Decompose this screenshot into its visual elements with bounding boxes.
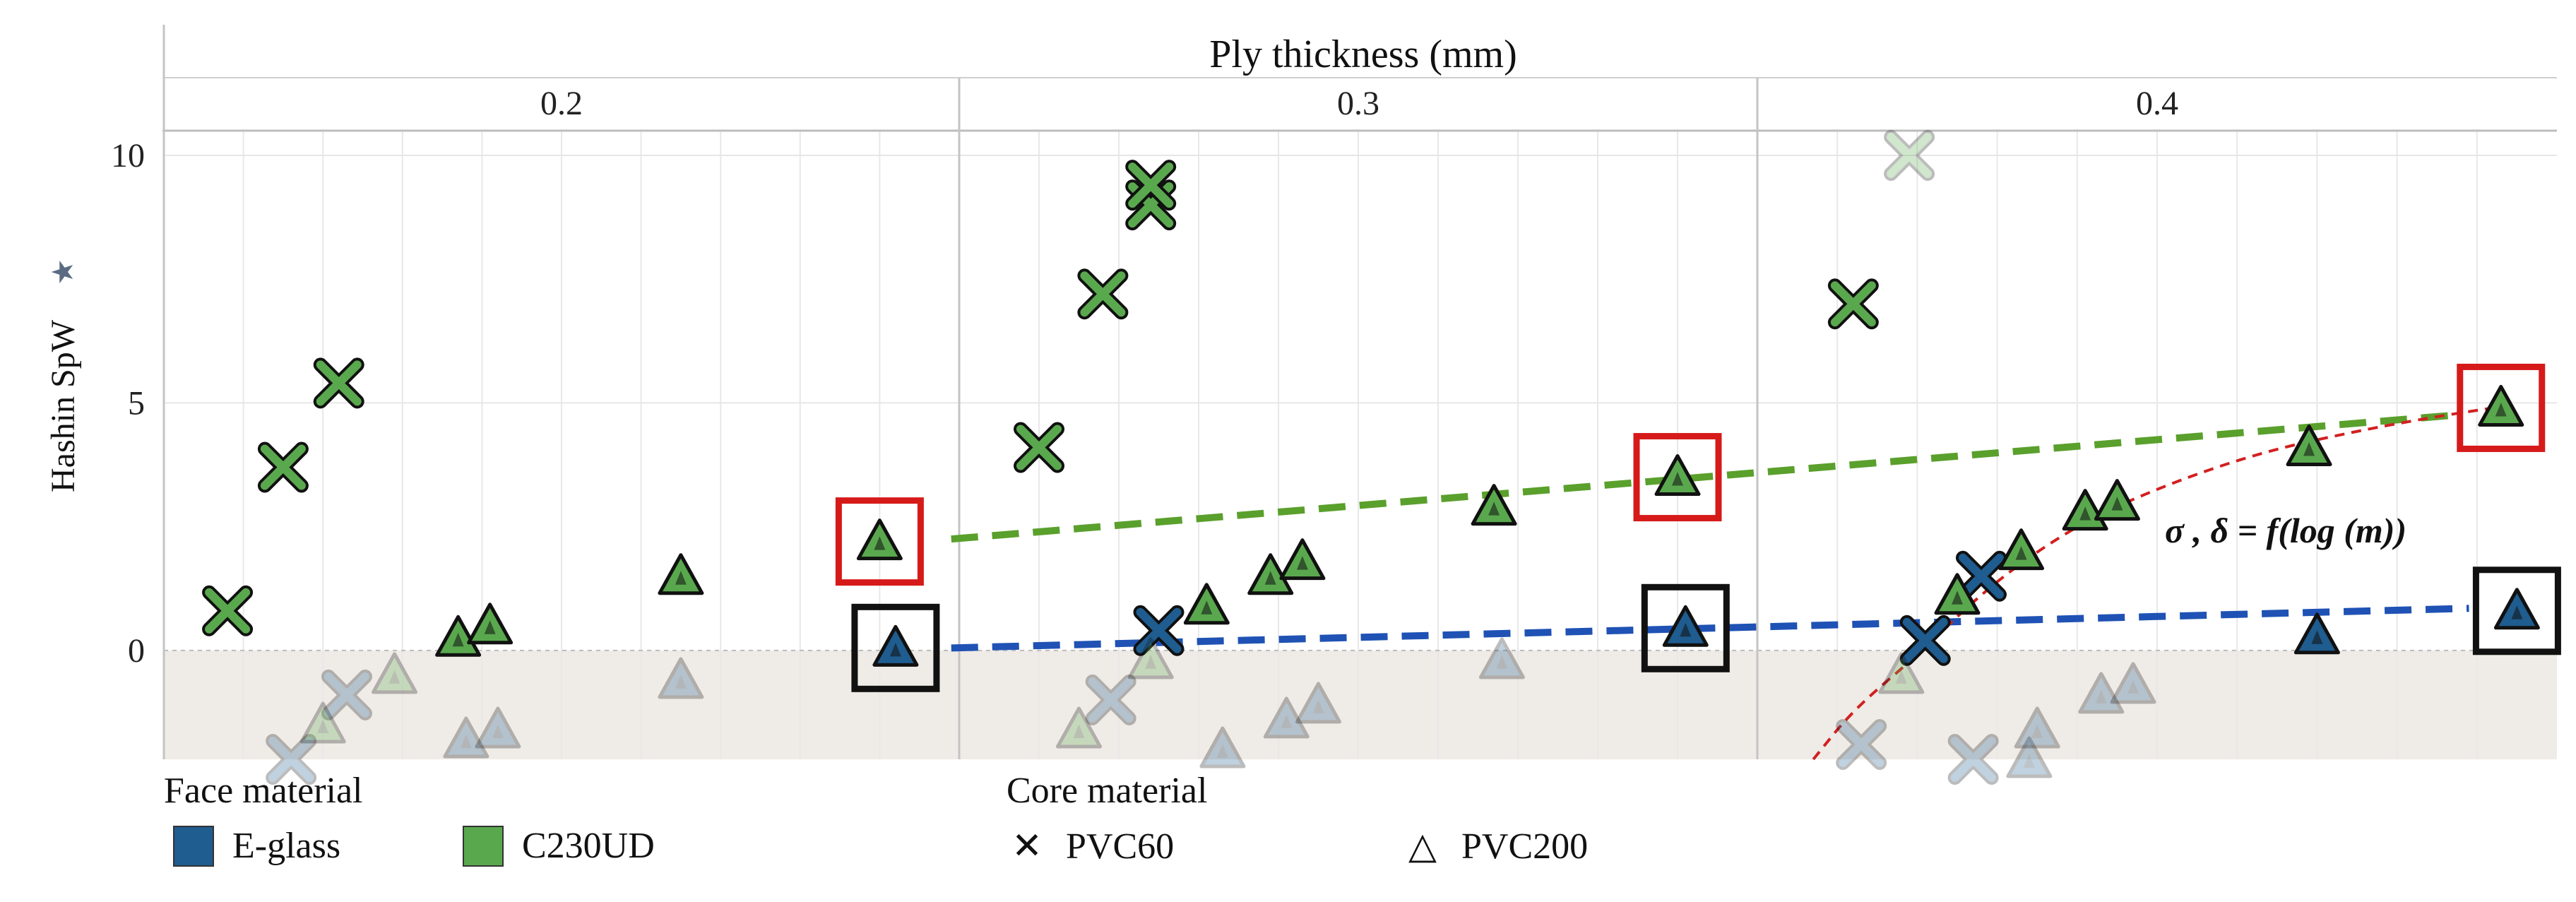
highlight-box-black — [1641, 583, 1730, 672]
triangle-marker — [1654, 454, 1701, 497]
triangle-marker — [2286, 425, 2332, 467]
x-marker — [1955, 550, 2007, 602]
legend-item-pvc200: △ PVC200 — [1402, 825, 1588, 867]
highlight-box-red — [2457, 363, 2546, 452]
triangle-marker — [299, 701, 346, 744]
data-points — [202, 130, 2540, 785]
y-axis-label-group: Hashin SpW ★ — [44, 259, 82, 492]
chart-title: Ply thickness (mm) — [1209, 32, 1517, 76]
x-marker-icon: ✕ — [1011, 825, 1043, 867]
triangle-marker — [443, 716, 489, 759]
panel-label: 0.3 — [1337, 85, 1379, 122]
triangle-marker — [1247, 553, 1294, 595]
legend-item-pvc60: ✕ PVC60 — [1007, 825, 1174, 867]
triangle-marker — [2094, 479, 2140, 521]
triangle-marker — [2014, 706, 2060, 749]
triangle-marker — [1998, 528, 2045, 571]
triangle-marker-icon: △ — [1408, 825, 1437, 867]
triangle-marker — [872, 624, 919, 667]
y-axis-ticks: 0 5 10 — [111, 137, 145, 670]
log-fit-curve — [1812, 406, 2493, 761]
x-marker — [313, 357, 364, 409]
x-marker — [1884, 130, 1935, 182]
panel-dividers — [162, 25, 2557, 759]
x-marker — [1014, 422, 1064, 473]
triangle-marker — [1056, 706, 1102, 749]
triangle-marker — [1183, 583, 1230, 625]
legend-label: PVC60 — [1066, 826, 1175, 867]
triangle-marker — [475, 706, 521, 749]
triangle-marker — [2493, 588, 2540, 630]
highlight-box-red — [835, 497, 924, 586]
triangle-marker — [1295, 682, 1341, 724]
triangle-marker — [1263, 696, 1310, 739]
triangle-marker — [1662, 605, 1709, 647]
triangle-marker — [856, 518, 903, 561]
x-marker — [1836, 718, 1887, 770]
triangle-marker — [1127, 637, 1174, 680]
triangle-marker — [1471, 484, 1517, 526]
trend-lines — [951, 406, 2493, 761]
legend-face-title: Face material — [164, 771, 363, 811]
triangle-marker — [435, 615, 482, 657]
legend-core-title: Core material — [1007, 771, 1208, 811]
legend-label: C230UD — [522, 826, 655, 866]
y-tick-label: 10 — [111, 137, 145, 174]
x-marker — [1827, 278, 1879, 330]
triangle-marker — [658, 553, 704, 595]
triangle-marker — [2110, 662, 2156, 704]
triangle-marker — [1478, 637, 1525, 680]
triangle-marker — [1934, 573, 1981, 615]
triangle-marker — [1199, 726, 1246, 769]
legend-swatch-c230ud — [463, 825, 504, 867]
trend-line — [951, 411, 2454, 543]
x-marker — [321, 669, 372, 720]
highlight-box-black — [851, 603, 940, 692]
y-tick-label: 0 — [128, 632, 145, 670]
x-marker — [1947, 734, 1999, 785]
x-marker — [266, 734, 317, 785]
legend-label: E-glass — [232, 826, 341, 866]
trend-line — [951, 605, 2469, 652]
panel-label: 0.2 — [540, 85, 583, 122]
highlight-boxes — [835, 363, 2561, 692]
triangle-marker — [2006, 736, 2053, 778]
triangle-marker — [2293, 612, 2340, 655]
triangle-marker — [467, 603, 514, 645]
triangle-marker — [658, 657, 704, 699]
legend-swatch-e-glass — [173, 825, 214, 867]
highlight-box-black — [2472, 566, 2561, 655]
triangle-marker — [1279, 538, 1326, 581]
x-marker — [1085, 674, 1136, 725]
x-marker — [1133, 605, 1185, 656]
x-marker — [257, 441, 309, 493]
triangle-marker — [1878, 652, 1925, 694]
highlight-box-red — [1633, 433, 1722, 522]
legend-item-e-glass: E-glass — [173, 825, 340, 867]
legend-item-c230ud: C230UD — [463, 825, 655, 867]
x-marker — [1899, 615, 1951, 666]
legend-label: PVC200 — [1461, 826, 1589, 867]
x-marker — [1077, 268, 1129, 320]
star-icon: ★ — [45, 259, 80, 285]
triangle-marker — [2478, 384, 2524, 427]
fit-annotation: σ , δ = f(log (m)) — [2165, 511, 2406, 550]
grid-lines — [164, 131, 2557, 759]
panel-label: 0.4 — [2136, 85, 2178, 122]
triangle-marker — [2078, 672, 2125, 714]
triangle-marker — [372, 652, 418, 694]
y-tick-label: 5 — [128, 384, 145, 422]
x-marker — [202, 585, 254, 636]
x-marker — [1125, 160, 1177, 211]
y-axis-label: Hashin SpW — [44, 319, 82, 492]
